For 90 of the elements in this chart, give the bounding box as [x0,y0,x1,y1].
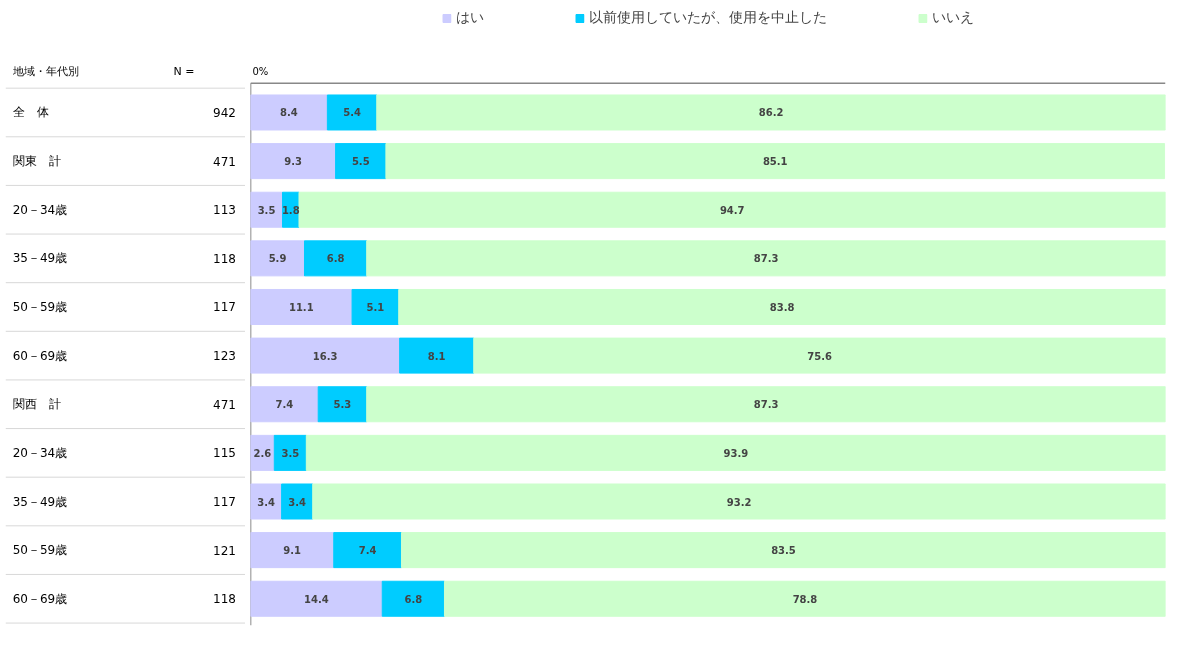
y-axis-title: 地域・年代別 [11,64,79,78]
data-label: 5.5 [351,156,370,168]
text: 117 [213,300,236,315]
data-label: 93.2 [726,496,752,508]
data-label: 3.5 [281,447,300,459]
bar [443,580,1166,617]
bar [250,580,383,617]
data-label: 75.6 [807,350,833,362]
bar [335,143,387,180]
data-label: 93.9 [723,447,749,459]
data-label: 3.4 [257,496,275,508]
data-label: 83.8 [769,301,795,313]
data-label: 7.4 [358,545,377,557]
y-tick-label: 35－49歳 [12,251,68,266]
legend-label: いいえ [932,9,974,27]
bar [250,288,353,325]
bar [381,580,445,617]
bar [250,240,305,277]
data-label: 14.4 [304,593,329,605]
text: 471 [213,397,236,412]
data-label: 8.4 [280,107,298,119]
bar [366,240,1166,277]
text: 121 [213,543,236,558]
bar [250,532,335,569]
data-label: 6.8 [326,253,345,265]
data-label: 83.5 [771,545,796,557]
text: 118 [213,251,236,266]
bar [250,337,401,374]
legend-label: はい [456,9,484,27]
bar [400,532,1166,569]
data-label: 5.9 [268,253,287,265]
data-label: 3.4 [288,496,307,508]
data-label: 85.1 [762,156,788,168]
text: 115 [213,446,236,461]
y-tick-label: 60－69歳 [12,591,68,606]
data-label: 87.3 [753,253,779,265]
text: N = [173,64,195,78]
data-label: 5.4 [343,107,361,119]
y-tick-label: 35－49歳 [12,494,68,509]
bar [376,94,1166,131]
data-label: 5.1 [366,301,385,313]
data-label: 2.6 [253,447,272,459]
data-label: 87.3 [753,399,779,411]
bar [250,386,319,423]
bar [399,337,475,374]
bar [398,288,1166,325]
bar [303,240,368,277]
text: 123 [213,349,236,364]
text: 0% [252,65,269,77]
bar [250,94,328,131]
bar [366,386,1166,423]
y-tick-label: 60－69歳 [12,348,68,363]
data-label: 16.3 [312,350,338,362]
data-label: 7.4 [275,399,294,411]
y-tick-label: 20－34歳 [12,445,68,460]
bar [281,483,314,520]
bar [351,288,400,325]
y-tick-label: 20－34歳 [12,202,68,217]
y-tick-label: 50－59歳 [12,543,68,558]
bar [473,337,1166,374]
y-tick-label: 関東 計 [12,154,61,169]
bar [326,94,378,131]
data-label: 9.3 [284,156,302,168]
legend-label: 以前使用していたが、使用を中止した [589,9,827,27]
data-label: 9.1 [283,545,302,557]
data-label: 6.8 [404,593,423,605]
bar [385,143,1166,180]
bar [273,434,307,471]
bar [317,386,368,423]
bar [298,191,1166,228]
data-label: 78.8 [792,593,818,605]
data-label: 3.5 [257,204,276,216]
bar [333,532,402,569]
data-label: 94.7 [719,204,745,216]
bar [312,483,1166,520]
y-tick-label: 50－59歳 [12,299,68,314]
text: 471 [213,154,236,169]
data-label: 11.1 [288,301,314,313]
text: 118 [213,592,236,607]
y-tick-label: 全 体 [12,105,49,120]
text: 113 [213,203,236,218]
data-label: 86.2 [758,107,784,119]
bar [250,143,337,180]
y-tick-label: 関西 計 [12,397,61,412]
bar [250,483,283,520]
bar [305,434,1166,471]
text: 942 [213,105,236,120]
data-label: 5.3 [333,399,352,411]
text: 117 [213,495,236,509]
data-label: 8.1 [427,350,446,362]
